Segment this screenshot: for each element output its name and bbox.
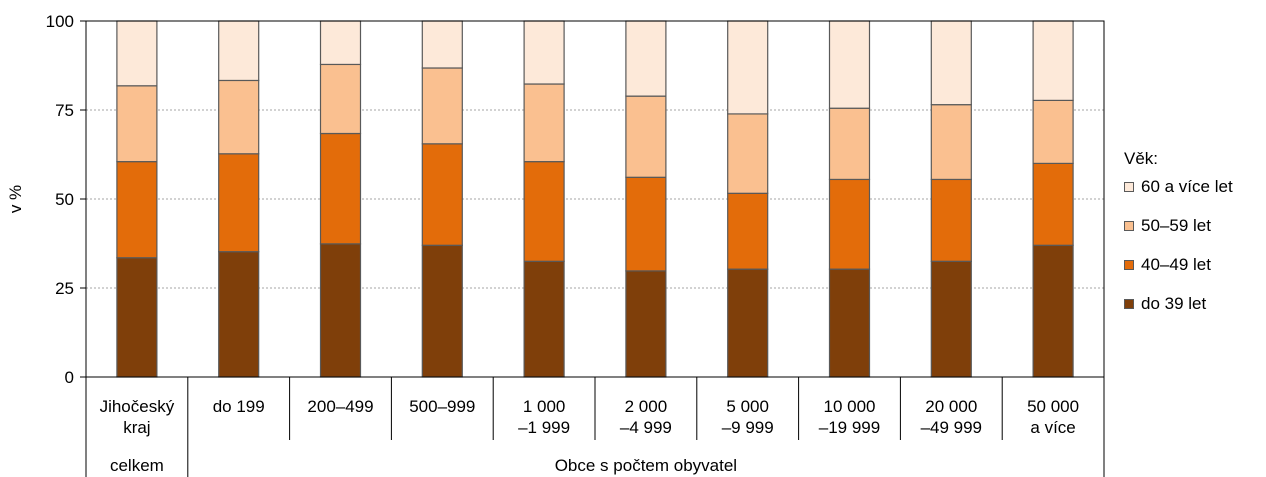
y-axis-label: v % bbox=[6, 185, 25, 213]
bar-segment bbox=[727, 113, 769, 194]
category-label: 10 000 bbox=[824, 397, 876, 416]
bar-segment bbox=[625, 95, 667, 178]
category-label: 20 000 bbox=[925, 397, 977, 416]
category-label: 5 000 bbox=[726, 397, 769, 416]
bar-segment bbox=[930, 20, 972, 106]
legend-swatch bbox=[1124, 299, 1134, 309]
bar-segment bbox=[625, 20, 667, 97]
bar-segment bbox=[116, 85, 158, 163]
bar-segment bbox=[828, 178, 871, 270]
bar-segment bbox=[1032, 20, 1074, 101]
bar-segment bbox=[319, 20, 362, 66]
bar-segment bbox=[523, 83, 565, 163]
category-label: 2 000 bbox=[625, 397, 668, 416]
bar-segment bbox=[319, 243, 362, 378]
bar-segment bbox=[930, 104, 972, 181]
bar-segment bbox=[727, 268, 769, 378]
bar-segment bbox=[421, 143, 463, 246]
bar-segment bbox=[116, 20, 158, 87]
bars bbox=[116, 20, 1074, 378]
group-label: Obce s počtem obyvatel bbox=[555, 456, 737, 475]
legend-swatch bbox=[1124, 221, 1134, 231]
legend-label: 50–59 let bbox=[1141, 216, 1211, 235]
category-label: Jihočeský bbox=[100, 397, 175, 416]
legend-label: 60 a více let bbox=[1141, 177, 1233, 196]
category-label: do 199 bbox=[213, 397, 265, 416]
legend: Věk: 60 a více let 50–59 let 40–49 let do 3… bbox=[1124, 148, 1233, 332]
legend-title: Věk: bbox=[1124, 149, 1159, 168]
bar-segment bbox=[523, 161, 565, 262]
y-tick-label: 50 bbox=[55, 190, 74, 209]
bar-segment bbox=[828, 107, 871, 181]
legend-label: 40–49 let bbox=[1141, 255, 1211, 274]
bar-segment bbox=[218, 20, 260, 82]
bar-segment bbox=[319, 132, 362, 245]
bar-segment bbox=[421, 20, 463, 69]
category-label: 1 000 bbox=[523, 397, 566, 416]
bar-segment bbox=[421, 67, 463, 145]
bar-segment bbox=[319, 63, 362, 135]
bar-segment bbox=[1032, 244, 1074, 378]
legend-swatch bbox=[1124, 260, 1134, 270]
bar-segment bbox=[828, 20, 871, 109]
bar-segment bbox=[727, 20, 769, 115]
bar-segment bbox=[727, 192, 769, 270]
y-tick-label: 25 bbox=[55, 279, 74, 298]
bar-segment bbox=[523, 260, 565, 378]
category-label: –4 999 bbox=[620, 418, 672, 437]
bar-segment bbox=[523, 20, 565, 85]
legend-item: 60 a více let bbox=[1124, 176, 1233, 198]
category-label: –49 999 bbox=[921, 418, 982, 437]
category-label: –1 999 bbox=[518, 418, 570, 437]
bar-segment bbox=[218, 153, 260, 253]
bar-segment bbox=[421, 244, 463, 378]
legend-item: 50–59 let bbox=[1124, 215, 1233, 237]
bar-segment bbox=[218, 79, 260, 155]
legend-item: 40–49 let bbox=[1124, 254, 1233, 276]
category-label: 200–499 bbox=[307, 397, 373, 416]
category-label: 50 000 bbox=[1027, 397, 1079, 416]
group-label: celkem bbox=[110, 456, 164, 475]
legend-item: do 39 let bbox=[1124, 293, 1233, 315]
category-label: –9 999 bbox=[722, 418, 774, 437]
bar-segment bbox=[1032, 162, 1074, 246]
legend-swatch bbox=[1124, 182, 1134, 192]
category-label: 500–999 bbox=[409, 397, 475, 416]
bar-segment bbox=[116, 257, 158, 378]
axes: 0 25 50 75 100 Jihočeský kraj do 199 200–499 500–… bbox=[46, 12, 1105, 477]
y-tick-label: 0 bbox=[65, 368, 74, 387]
category-label: –19 999 bbox=[819, 418, 880, 437]
bar-segment bbox=[828, 268, 871, 378]
bar-segment bbox=[116, 161, 158, 259]
y-tick-label: 75 bbox=[55, 101, 74, 120]
bar-segment bbox=[625, 270, 667, 378]
bar-segment bbox=[930, 178, 972, 262]
bar-segment bbox=[1032, 99, 1074, 165]
legend-label: do 39 let bbox=[1141, 294, 1207, 313]
category-label: a více bbox=[1030, 418, 1075, 437]
category-label: kraj bbox=[123, 418, 150, 437]
bar-segment bbox=[625, 176, 667, 272]
bar-segment bbox=[930, 260, 972, 378]
y-tick-label: 100 bbox=[46, 12, 74, 31]
bar-segment bbox=[218, 251, 260, 378]
